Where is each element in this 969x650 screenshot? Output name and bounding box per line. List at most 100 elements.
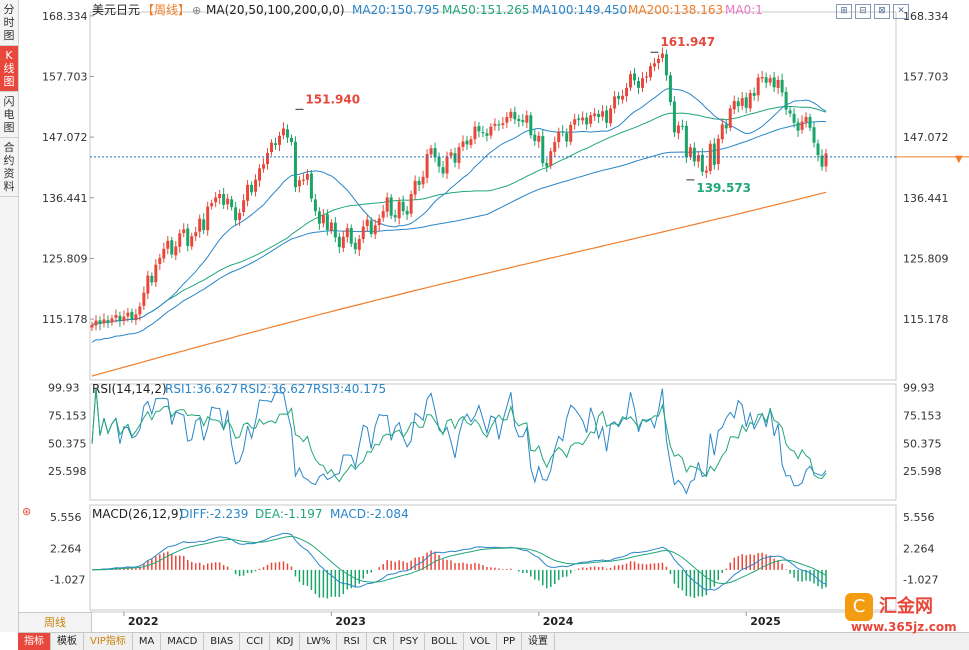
toolbar-0[interactable]: 指标: [18, 633, 51, 650]
macd-label: MACD(26,12,9): [92, 507, 183, 521]
ma200-line: [91, 191, 827, 377]
candle-body-92: [457, 147, 461, 163]
candle-body-153: [700, 154, 704, 172]
candle-body-119: [565, 133, 569, 142]
candle-body-76: [393, 215, 397, 218]
ma20-label: MA20:150.795: [352, 3, 440, 17]
candle-body-124: [585, 117, 589, 125]
toolbar-9[interactable]: RSI: [337, 633, 367, 650]
rsi1-label: RSI1:36.627: [165, 382, 238, 396]
candle-body-74: [385, 197, 389, 212]
toolbar-7[interactable]: KDJ: [270, 633, 301, 650]
candle-body-122: [577, 118, 581, 120]
candle-body-96: [473, 126, 477, 140]
sidebar-tab-2[interactable]: 闪电图: [0, 92, 18, 138]
macd-tick-left-0: 5.556: [50, 511, 82, 524]
toolbar-1[interactable]: 模板: [51, 633, 84, 650]
candle-body-55: [309, 173, 313, 199]
candle-body-135: [629, 74, 633, 88]
candle-body-58: [321, 215, 325, 224]
candle-body-21: [174, 246, 178, 256]
candle-body-49: [285, 129, 289, 138]
candle-body-69: [365, 219, 369, 226]
toolbar-11[interactable]: PSY: [394, 633, 426, 650]
candle-body-50: [289, 137, 293, 143]
candle-body-179: [804, 116, 808, 123]
toolbar-8[interactable]: LW%: [300, 633, 338, 650]
toolbar-13[interactable]: VOL: [464, 633, 497, 650]
candle-body-86: [433, 148, 437, 158]
candle-body-27: [198, 218, 202, 232]
rsi-tick-right-1: 75.153: [903, 409, 942, 422]
toolbar-5[interactable]: BIAS: [204, 633, 241, 650]
candle-body-171: [772, 77, 776, 88]
candle-body-180: [808, 116, 812, 128]
candle-body-84: [425, 154, 429, 178]
candle-body-47: [277, 135, 281, 145]
ma50-line: [91, 106, 827, 326]
candle-body-176: [792, 113, 796, 123]
candle-body-77: [397, 201, 401, 219]
toolbar-2[interactable]: VIP指标: [84, 633, 133, 650]
toolbar-4[interactable]: MACD: [161, 633, 205, 650]
candle-body-23: [182, 229, 186, 234]
sidebar-tab-3[interactable]: 合约资料: [0, 138, 18, 197]
macd-tick-left-2: -1.027: [50, 574, 85, 587]
ma-label: MA(20,50,100,200,0,0): [206, 3, 345, 17]
candle-body-10: [130, 311, 134, 320]
candle-body-141: [652, 63, 656, 67]
candle-body-57: [317, 211, 321, 224]
macd-panel-frame: [89, 504, 897, 611]
candle-body-1: [94, 320, 98, 326]
candle-body-154: [704, 170, 708, 173]
rsi-tick-right-2: 50.375: [903, 437, 942, 450]
candle-body-170: [768, 78, 772, 83]
candle-body-85: [429, 148, 433, 155]
price-tick-left-3: 136.441: [42, 192, 88, 205]
candle-body-105: [509, 111, 513, 118]
ma200-label: MA200:138.163: [628, 3, 723, 17]
candle-body-4: [106, 320, 110, 323]
window-button-1[interactable]: ⊟: [855, 4, 871, 19]
candle-body-34: [226, 198, 230, 205]
candle-body-184: [824, 153, 828, 167]
price-tick-left-4: 125.809: [42, 252, 88, 265]
window-button-0[interactable]: ⊞: [836, 4, 852, 19]
candle-body-66: [353, 242, 357, 250]
window-button-3[interactable]: ✕: [893, 4, 909, 19]
candle-body-160: [728, 108, 732, 128]
candle-body-117: [557, 131, 561, 143]
rsi-label: RSI(14,14,2): [92, 382, 167, 396]
window-button-2[interactable]: ⊠: [874, 4, 890, 19]
candle-body-14: [146, 275, 150, 294]
x-label-2: 2024: [543, 615, 574, 628]
candle-body-148: [680, 125, 684, 127]
annotation-2: 139.573: [696, 181, 751, 195]
macd-tick-right-1: 2.264: [903, 542, 935, 555]
rsi2-label: RSI2:36.627: [240, 382, 313, 396]
indicator-toolbar: 指标 模板 VIP指标 MA MACD BIAS CCI KDJ LW% RSI CR PSY BOLL…: [18, 632, 969, 650]
toolbar-3[interactable]: MA: [133, 633, 162, 650]
candle-body-90: [449, 152, 453, 156]
macd-tick-right-2: -1.027: [903, 574, 938, 587]
candle-body-123: [581, 117, 585, 121]
candle-body-16: [154, 264, 158, 283]
rsi3-label: RSI3:40.175: [313, 382, 386, 396]
candle-body-183: [820, 155, 824, 167]
sidebar-tab-0[interactable]: 分时图: [0, 0, 18, 46]
toolbar-10[interactable]: CR: [367, 633, 394, 650]
toolbar-15[interactable]: 设置: [522, 633, 556, 650]
candle-body-52: [297, 180, 301, 187]
rsi-tick-left-1: 75.153: [48, 409, 87, 422]
toolbar-12[interactable]: BOLL: [425, 633, 464, 650]
toolbar-14[interactable]: PP: [497, 633, 523, 650]
candle-body-125: [589, 115, 593, 124]
toolbar-6[interactable]: CCI: [240, 633, 271, 650]
candle-body-60: [329, 222, 333, 231]
candle-body-78: [401, 201, 405, 212]
period-label: 【周线】: [142, 3, 190, 17]
rsi-tick-left-0: 99.93: [48, 381, 80, 394]
period-button[interactable]: 周线: [18, 612, 92, 633]
